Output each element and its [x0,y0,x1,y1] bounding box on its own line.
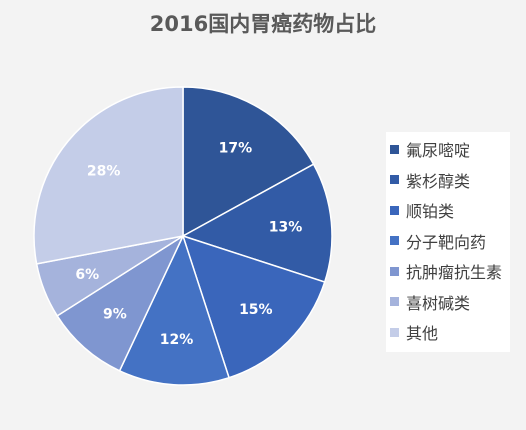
legend-swatch [390,144,399,154]
legend-swatch [390,327,399,337]
legend-label: 喜树碱类 [406,293,471,313]
legend-item: 抗肿瘤抗生素 [390,256,510,287]
legend-swatch [390,236,399,246]
legend-swatch [390,297,399,307]
data-label-7: 28% [87,163,121,179]
legend-item: 分子靶向药 [390,226,510,257]
legend-swatch [390,205,399,215]
data-label-4: 12% [160,332,194,348]
pie-slice-4 [118,233,230,386]
legend-label: 其他 [406,324,439,344]
data-label-2: 13% [269,219,303,235]
legend-swatch [390,266,399,276]
legend-label: 氟尿嘧啶 [406,141,471,161]
legend-item: 喜树碱类 [390,287,510,318]
legend-item: 氟尿嘧啶 [390,134,510,165]
pie-slice-5 [56,233,185,372]
chart-legend: 氟尿嘧啶紫杉醇类顺铂类分子靶向药抗肿瘤抗生素 喜树碱类其他 [386,132,510,352]
legend-item: 紫杉醇类 [390,165,510,196]
legend-label: 顺铂类 [406,202,455,222]
data-label-3: 15% [239,302,273,318]
legend-label: 分子靶向药 [406,232,487,252]
data-label-1: 17% [219,140,253,156]
chart-title: 2016国内胃癌药物占比 [149,12,377,36]
data-label-6: 6% [75,267,99,283]
pie-slice-3 [181,234,326,379]
legend-item: 顺铂类 [390,195,510,226]
pie-slice-2 [181,163,333,283]
legend-label: 紫杉醇类 [406,171,471,191]
pie-slice-1 [182,86,315,238]
legend-item: 其他 [390,317,510,348]
legend-label: 抗肿瘤抗生素 [406,263,503,283]
data-label-5: 9% [103,306,127,322]
legend-swatch [390,175,399,185]
pie-slice-7 [33,86,184,265]
